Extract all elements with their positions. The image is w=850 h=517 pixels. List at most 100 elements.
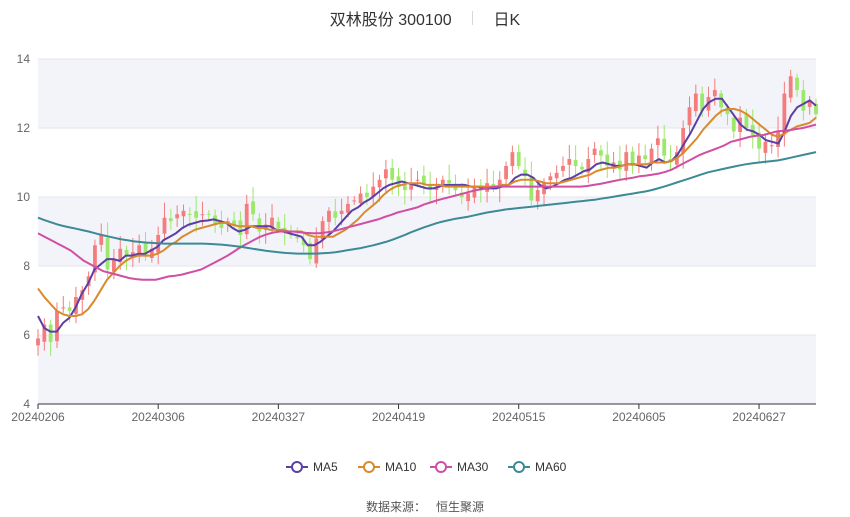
candle-body	[801, 90, 806, 111]
candle-body	[289, 234, 293, 236]
candle-body	[206, 213, 211, 215]
candle-body	[655, 138, 660, 146]
series-line-ma5	[37, 97, 817, 333]
candle-body	[599, 150, 603, 156]
candle-body	[776, 131, 780, 147]
x-tick-label: 20240206	[11, 410, 65, 424]
candle-body	[573, 160, 578, 166]
candle-body	[42, 324, 47, 342]
candle-body	[510, 152, 515, 167]
x-tick-label: 20240327	[252, 410, 306, 424]
candle-body	[535, 190, 540, 202]
candle-body	[554, 172, 559, 179]
candle-body	[415, 179, 420, 181]
candle-body	[181, 210, 186, 217]
candle-body	[719, 93, 724, 108]
x-tick-label: 20240306	[131, 410, 185, 424]
candle-body	[55, 310, 59, 342]
legend-label: MA5	[313, 460, 338, 474]
candle-body	[137, 245, 142, 255]
candle-body	[200, 214, 205, 216]
legend-marker	[435, 461, 447, 473]
candle-body	[270, 217, 274, 227]
candle-body	[48, 324, 53, 342]
candle-body	[67, 307, 72, 311]
x-tick-label: 20240627	[732, 410, 786, 424]
candle-body	[257, 218, 262, 232]
candle-body	[301, 239, 306, 246]
candle-body	[402, 184, 407, 191]
candle-body	[814, 104, 818, 115]
candle-body	[308, 242, 312, 260]
candle-body	[807, 100, 812, 107]
candle-body	[649, 148, 654, 163]
candle-body	[529, 175, 534, 201]
candle-body	[523, 169, 527, 177]
candle-body	[605, 154, 610, 166]
candle-body	[567, 159, 572, 165]
candle-body	[472, 186, 477, 198]
candle-body	[143, 243, 148, 256]
candle-body	[643, 155, 648, 160]
candle-body	[232, 220, 236, 225]
legend-label: MA10	[385, 460, 417, 474]
candle-body	[636, 155, 641, 164]
candle-body	[561, 165, 565, 171]
candle-body	[244, 203, 249, 235]
candle-body	[731, 117, 736, 132]
candle-body	[750, 125, 755, 135]
legend-label: MA60	[535, 460, 567, 474]
candle-body	[763, 141, 768, 153]
candle-body	[744, 114, 749, 128]
candle-body	[314, 238, 319, 264]
candle-body	[497, 179, 502, 188]
series-line-ma60	[37, 151, 817, 255]
legend-label: MA30	[457, 460, 489, 474]
y-tick-label: 8	[23, 259, 30, 273]
candle-body	[251, 201, 255, 215]
candle-body	[327, 210, 331, 222]
y-tick-label: 14	[17, 52, 31, 66]
source-line: 数据来源： 恒生聚源	[0, 498, 850, 515]
candle-body	[187, 213, 192, 215]
candle-body	[383, 169, 388, 179]
period-tab[interactable]: 日K	[493, 12, 521, 29]
title-row: 双林股份 300100 日K	[0, 6, 850, 30]
y-tick-label: 12	[17, 121, 31, 135]
legend-marker	[363, 461, 375, 473]
y-tick-label: 6	[23, 328, 30, 342]
candle-body	[662, 138, 667, 156]
candle-body	[105, 237, 110, 270]
series-line-ma30	[37, 123, 817, 281]
candle-body	[162, 217, 167, 234]
candle-body	[693, 93, 698, 112]
candle-body	[371, 186, 376, 197]
candle-body	[681, 128, 686, 154]
candle-body	[61, 307, 66, 309]
candle-body	[346, 203, 350, 213]
candle-body	[365, 192, 369, 197]
candle-body	[194, 211, 199, 218]
candle-body	[725, 107, 730, 115]
candle-body	[99, 234, 104, 245]
legend-marker	[291, 461, 303, 473]
candle-body	[795, 77, 799, 91]
candle-body	[358, 193, 363, 204]
y-tick-label: 4	[23, 397, 30, 411]
candle-body	[504, 165, 508, 180]
candle-body	[542, 183, 546, 195]
candle-body	[580, 166, 584, 170]
candle-body	[124, 250, 129, 256]
legend-marker	[513, 461, 525, 473]
candle-body	[769, 145, 774, 147]
candle-body	[238, 220, 243, 235]
candle-body	[757, 132, 761, 149]
x-tick-label: 20240515	[492, 410, 546, 424]
candle-body	[390, 167, 395, 180]
candle-body	[93, 245, 97, 273]
candle-body	[548, 176, 553, 181]
candle-body	[782, 93, 787, 135]
candle-body	[788, 76, 793, 98]
candle-body	[295, 236, 300, 239]
